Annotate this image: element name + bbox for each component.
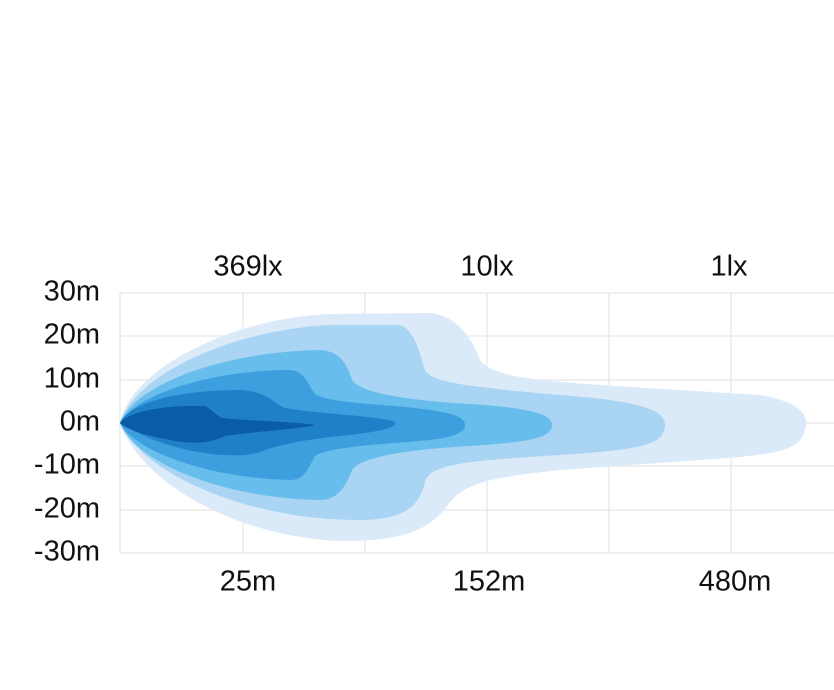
lux-label: 369lx — [213, 251, 283, 283]
y-tick-label: -30m — [34, 536, 100, 568]
contour-369lx — [120, 405, 315, 443]
distance-label: 152m — [453, 566, 526, 598]
y-tick-label: 20m — [44, 319, 100, 351]
y-tick-label: 30m — [44, 276, 100, 308]
y-tick-label: 0m — [60, 406, 100, 438]
y-tick-label: 10m — [44, 363, 100, 395]
lux-label: 1lx — [710, 251, 748, 283]
lux-label: 10lx — [460, 251, 514, 283]
top-labels: 369lx 10lx 1lx — [213, 251, 748, 283]
y-axis-labels: 30m 20m 10m 0m -10m -20m -30m — [34, 276, 100, 568]
bottom-labels: 25m 152m 480m — [220, 566, 771, 598]
beam-contours — [120, 313, 807, 541]
y-tick-label: -20m — [34, 493, 100, 525]
distance-label: 25m — [220, 566, 276, 598]
y-tick-label: -10m — [34, 449, 100, 481]
distance-label: 480m — [699, 566, 772, 598]
